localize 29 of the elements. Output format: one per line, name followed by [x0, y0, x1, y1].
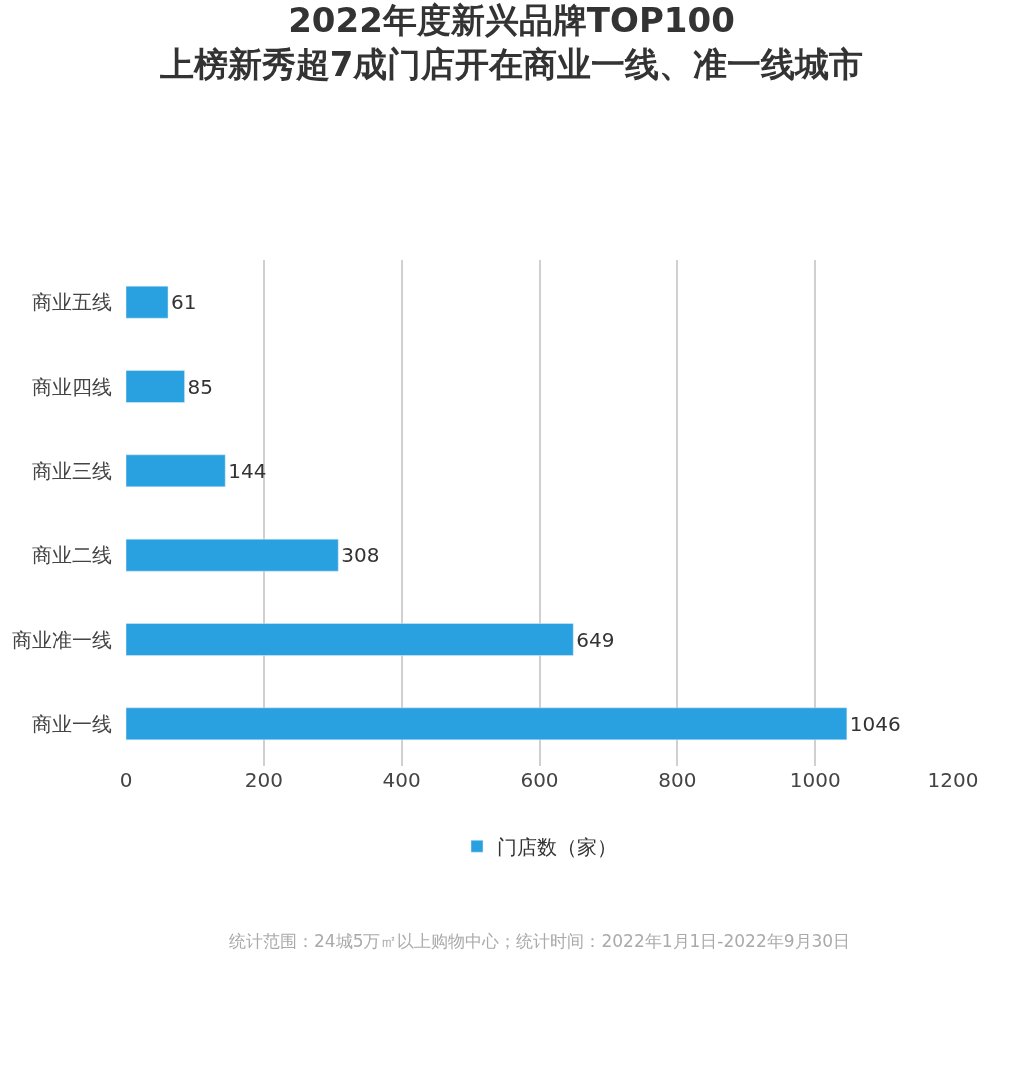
x-tick-label: 0: [119, 768, 133, 792]
data-label: 85: [187, 374, 214, 399]
chart-subtitle: 上榜新秀超7成门店开在商业一线、准一线城市: [158, 44, 864, 85]
text: 统计范围：24城5万㎡以上购物中心；统计时间：2022年1月1日-2022年9月30日: [229, 931, 851, 951]
y-tick-label: 商业三线: [32, 458, 125, 483]
x-tick-label: 1200: [927, 768, 979, 792]
x-tick-label: 600: [520, 768, 559, 792]
bar: [126, 285, 169, 319]
chart-title: 2022年度新兴品牌TOP100: [288, 0, 735, 40]
x-tick-label: 200: [244, 768, 283, 792]
bar: [126, 538, 339, 572]
bar: [126, 370, 185, 403]
bar: [126, 707, 848, 741]
data-label: 649: [576, 627, 615, 652]
data-label: 308: [341, 543, 380, 568]
data-label: 1046: [849, 711, 901, 736]
data-label: 61: [171, 290, 197, 315]
bar: [126, 454, 226, 488]
data-label: 144: [228, 458, 267, 483]
x-tick-label: 400: [382, 768, 421, 792]
y-tick-label: 商业准一线: [12, 627, 125, 652]
bar: [126, 623, 574, 656]
x-tick-label: 800: [658, 768, 697, 792]
legend-label: 门店数（家）: [497, 835, 617, 860]
x-tick-label: 1000: [789, 768, 841, 792]
y-tick-label: 商业四线: [32, 374, 125, 399]
y-tick-label: 商业一线: [32, 711, 125, 736]
y-tick-label: 商业五线: [32, 290, 125, 315]
y-tick-label: 商业二线: [32, 543, 125, 568]
